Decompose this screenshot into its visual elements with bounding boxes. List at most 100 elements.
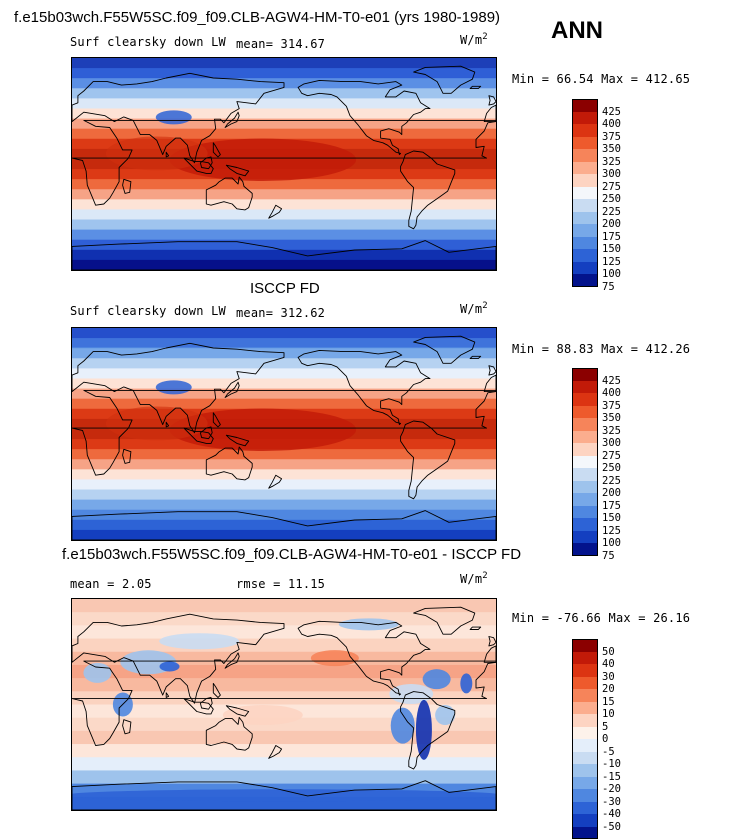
colorbar-swatch: [572, 418, 598, 431]
colorbar-swatch: [572, 212, 598, 225]
colorbar-label: 425: [602, 106, 621, 118]
colorbar-swatch: [572, 531, 598, 544]
colorbar-label: 275: [602, 450, 621, 462]
colorbar-swatch: [572, 639, 598, 652]
colorbar-swatch: [572, 149, 598, 162]
colorbar-label: 150: [602, 512, 621, 524]
colorbar-label: 100: [602, 537, 621, 549]
colorbar-label: 225: [602, 475, 621, 487]
panel3-units: W/m2: [460, 571, 488, 586]
colorbar-swatch: [572, 249, 598, 262]
colorbar-swatch: [572, 174, 598, 187]
colorbar-label: 175: [602, 500, 621, 512]
colorbar-label: 75: [602, 281, 615, 293]
colorbar-label: -20: [602, 783, 621, 795]
colorbar-label: 250: [602, 462, 621, 474]
colorbar-swatch: [572, 789, 598, 802]
colorbar-label: 175: [602, 231, 621, 243]
colorbar-swatch: [572, 393, 598, 406]
colorbar-label: 30: [602, 671, 615, 683]
panel1-minmax: Min = 66.54 Max = 412.65: [512, 72, 690, 86]
colorbar-label: 50: [602, 646, 615, 658]
colorbar-swatch: [572, 368, 598, 381]
colorbar-label: 5: [602, 721, 608, 733]
panel2-variable: Surf clearsky down LW: [70, 304, 226, 318]
colorbar-swatch: [572, 237, 598, 250]
colorbar-swatch: [572, 714, 598, 727]
colorbar-swatch: [572, 224, 598, 237]
panel1-variable: Surf clearsky down LW: [70, 35, 226, 49]
colorbar-label: 400: [602, 387, 621, 399]
colorbar-swatch: [572, 543, 598, 556]
colorbar-swatch: [572, 481, 598, 494]
colorbar-swatch: [572, 431, 598, 444]
colorbar-swatch: [572, 274, 598, 287]
panel3-map: [71, 598, 497, 811]
colorbar-swatch: [572, 752, 598, 765]
colorbar-label: 15: [602, 696, 615, 708]
colorbar-swatch: [572, 727, 598, 740]
colorbar-swatch: [572, 777, 598, 790]
colorbar-label: 225: [602, 206, 621, 218]
colorbar-label: 20: [602, 683, 615, 695]
colorbar-swatch: [572, 802, 598, 815]
colorbar-swatch: [572, 764, 598, 777]
colorbar-label: -5: [602, 746, 615, 758]
colorbar-label: 375: [602, 131, 621, 143]
colorbar-swatch: [572, 112, 598, 125]
colorbar-swatch: [572, 99, 598, 112]
colorbar-label: 10: [602, 708, 615, 720]
colorbar-swatch: [572, 406, 598, 419]
season-label: ANN: [551, 17, 603, 45]
panel3-rmse: rmse = 11.15: [236, 577, 325, 591]
colorbar-swatch: [572, 162, 598, 175]
colorbar-label: 350: [602, 412, 621, 424]
colorbar-label: 300: [602, 437, 621, 449]
colorbar-label: -50: [602, 821, 621, 833]
colorbar-label: 100: [602, 268, 621, 280]
colorbar-label: 125: [602, 256, 621, 268]
colorbar-label: -10: [602, 758, 621, 770]
colorbar-label: 400: [602, 118, 621, 130]
panel1-map: [71, 57, 497, 271]
colorbar-label: 125: [602, 525, 621, 537]
colorbar-swatch: [572, 262, 598, 275]
panel1-mean: mean= 314.67: [236, 37, 325, 51]
panel3-mean: mean = 2.05: [70, 577, 152, 591]
colorbar-swatch: [572, 443, 598, 456]
colorbar-swatch: [572, 187, 598, 200]
colorbar-label: 425: [602, 375, 621, 387]
colorbar-label: 40: [602, 658, 615, 670]
colorbar-label: 300: [602, 168, 621, 180]
colorbar-swatch: [572, 468, 598, 481]
colorbar-label: 150: [602, 243, 621, 255]
colorbar-swatch: [572, 124, 598, 137]
colorbar-swatch: [572, 493, 598, 506]
colorbar-swatch: [572, 677, 598, 690]
colorbar-label: 250: [602, 193, 621, 205]
colorbar-swatch: [572, 381, 598, 394]
colorbar-swatch: [572, 739, 598, 752]
colorbar-swatch: [572, 827, 598, 839]
colorbar-swatch: [572, 689, 598, 702]
colorbar-swatch: [572, 652, 598, 665]
panel3-title: f.e15b03wch.F55W5SC.f09_f09.CLB-AGW4-HM-…: [62, 546, 521, 563]
panel1-units: W/m2: [460, 32, 488, 47]
colorbar-label: -40: [602, 808, 621, 820]
colorbar-label: 325: [602, 425, 621, 437]
colorbar-swatch: [572, 456, 598, 469]
colorbar-swatch: [572, 702, 598, 715]
panel2-mean: mean= 312.62: [236, 306, 325, 320]
colorbar-label: -30: [602, 796, 621, 808]
colorbar-swatch: [572, 506, 598, 519]
colorbar-swatch: [572, 199, 598, 212]
colorbar-swatch: [572, 518, 598, 531]
panel2-title: ISCCP FD: [250, 280, 320, 297]
colorbar-label: 0: [602, 733, 608, 745]
colorbar-label: 375: [602, 400, 621, 412]
panel2-units: W/m2: [460, 301, 488, 316]
panel2-map: [71, 327, 497, 541]
